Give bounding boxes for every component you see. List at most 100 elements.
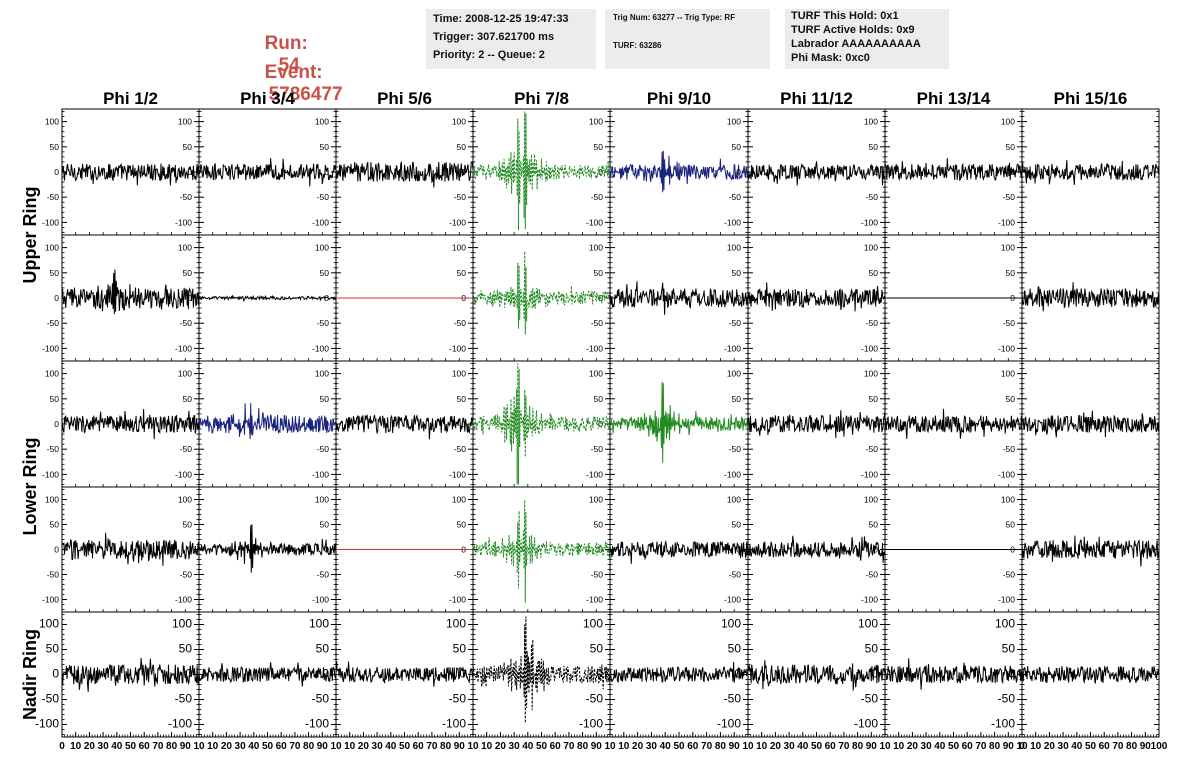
x-tick-label: 30: [372, 741, 384, 752]
y-tick-label: 100: [1001, 243, 1015, 253]
waveform-trace: [747, 535, 886, 563]
x-tick-label: 70: [975, 741, 987, 752]
y-tick-label: 100: [315, 495, 329, 505]
y-tick-label: 100: [583, 617, 603, 631]
y-tick-label: 100: [315, 117, 329, 127]
y-tick-label: 0: [322, 667, 329, 681]
y-tick-label: 100: [178, 369, 192, 379]
x-tick-label: 30: [646, 741, 658, 752]
y-tick-label: 50: [590, 642, 604, 656]
y-tick-label: -50: [449, 692, 467, 706]
turf-this-hold: TURF This Hold: 0x1: [791, 10, 899, 22]
x-tick-label: 40: [934, 741, 946, 752]
y-tick-label: 50: [316, 642, 330, 656]
y-tick-label: -100: [998, 343, 1015, 353]
y-tick-label: 50: [453, 642, 467, 656]
y-tick-label: 100: [452, 117, 466, 127]
waveform-trace: [1021, 535, 1160, 567]
y-tick-label: -100: [861, 595, 878, 605]
waveform-trace: [61, 269, 200, 315]
y-tick-label: 50: [594, 142, 604, 152]
y-tick-label: 50: [183, 394, 193, 404]
x-tick-label: 70: [838, 741, 850, 752]
trig-num-text: Trig Num: 63277 -- Trig Type: RF: [613, 13, 736, 22]
y-tick-label: 50: [594, 268, 604, 278]
x-tick-label: 80: [852, 741, 864, 752]
y-tick-label: 50: [320, 394, 330, 404]
x-tick-label: 90: [591, 741, 603, 752]
run-label: Run:: [264, 33, 308, 54]
y-tick-label: 50: [320, 142, 330, 152]
y-tick-label: -50: [586, 692, 604, 706]
x-tick-label: 60: [139, 741, 151, 752]
waveform-trace: [61, 532, 200, 566]
x-tick-label: 70: [563, 741, 575, 752]
y-tick-label: -100: [175, 217, 192, 227]
x-tick-label: 40: [797, 741, 809, 752]
waveform-trace: [884, 158, 1023, 182]
run-value: 54: [278, 55, 300, 76]
turf-info-box: TURF This Hold: 0x1 TURF Active Holds: 0…: [785, 9, 949, 69]
y-tick-label: 50: [50, 268, 60, 278]
y-tick-label: -50: [1003, 444, 1016, 454]
waveform-trace: [198, 294, 337, 303]
y-tick-label: 100: [589, 117, 603, 127]
waveform-trace: [1021, 160, 1160, 185]
x-tick-label: 90: [729, 741, 741, 752]
y-tick-label: 50: [183, 520, 193, 530]
y-tick-label: 100: [995, 617, 1015, 631]
y-tick-label: -100: [305, 717, 329, 731]
y-tick-label: 100: [45, 243, 59, 253]
x-tick-label: 20: [770, 741, 782, 752]
column-header: Phi 1/2: [103, 89, 158, 108]
x-tick-label: 10: [756, 741, 768, 752]
y-tick-label: -100: [449, 595, 466, 605]
y-tick-label: 0: [873, 167, 878, 177]
y-tick-label: 50: [50, 520, 60, 530]
y-tick-label: 50: [46, 642, 60, 656]
y-tick-label: 50: [457, 268, 467, 278]
y-tick-label: 0: [52, 667, 59, 681]
waveform-trace: [198, 524, 337, 573]
y-tick-label: -50: [454, 570, 467, 580]
waveform-trace: [198, 402, 337, 440]
y-tick-label: -50: [317, 192, 330, 202]
y-tick-label: 50: [183, 142, 193, 152]
y-tick-label: -50: [1003, 318, 1016, 328]
y-tick-label: 100: [727, 369, 741, 379]
x-tick-label: 30: [98, 741, 110, 752]
x-tick-label: 20: [358, 741, 370, 752]
trigger-text: Trigger: 307.621700 ms: [433, 31, 555, 43]
trig-info-box: Trig Num: 63277 -- Trig Type: RF TURF: 6…: [605, 9, 770, 69]
column-header: Phi 7/8: [514, 89, 569, 108]
x-tick-label: 80: [303, 741, 315, 752]
turf-active-holds: TURF Active Holds: 0x9: [791, 24, 915, 36]
y-tick-label: -100: [998, 469, 1015, 479]
y-tick-label: -50: [175, 692, 193, 706]
x-tick-label: 40: [522, 741, 534, 752]
waveform-trace: [198, 158, 337, 187]
y-tick-label: 100: [178, 243, 192, 253]
waveform-trace: [335, 413, 474, 440]
x-tick-label: 100: [1151, 741, 1168, 752]
y-tick-label: -50: [1003, 570, 1016, 580]
y-tick-label: 50: [320, 520, 330, 530]
y-tick-label: 50: [732, 394, 742, 404]
y-tick-label: -100: [449, 469, 466, 479]
y-tick-label: 0: [54, 545, 59, 555]
y-tick-label: 0: [324, 167, 329, 177]
x-tick-label: 50: [673, 741, 685, 752]
x-tick-label: 10: [604, 741, 616, 752]
x-tick-label: 70: [1112, 741, 1124, 752]
y-tick-label: -100: [998, 217, 1015, 227]
y-tick-label: 50: [457, 394, 467, 404]
x-tick-label: 40: [385, 741, 397, 752]
y-tick-label: 100: [452, 495, 466, 505]
y-tick-label: -100: [442, 717, 466, 731]
y-tick-label: -100: [42, 343, 59, 353]
y-tick-label: 0: [459, 667, 466, 681]
y-tick-label: -100: [175, 595, 192, 605]
y-tick-label: 0: [598, 167, 603, 177]
y-tick-label: 0: [736, 293, 741, 303]
x-tick-label: 90: [180, 741, 192, 752]
